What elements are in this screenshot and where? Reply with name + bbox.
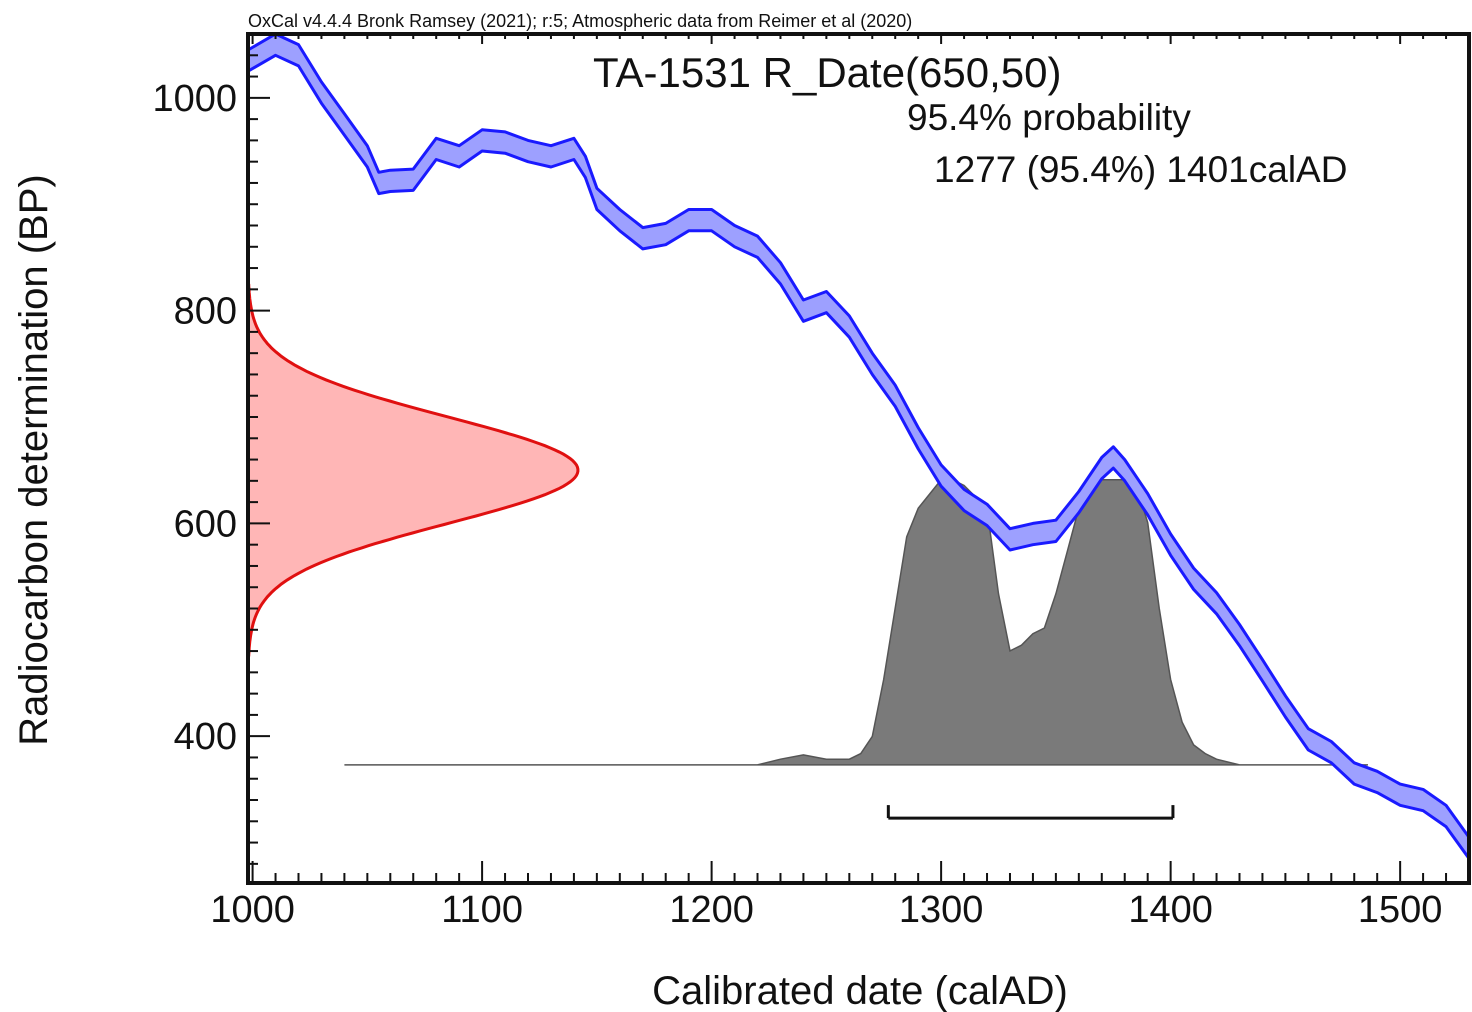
y-axis-title: Radiocarbon determination (BP) (12, 174, 56, 745)
range-label: 1277 (95.4%) 1401calAD (934, 149, 1347, 190)
radiocarbon-density-fill (248, 284, 578, 657)
axis-ticks: 1000 1100 1200 1300 1400 1500 400 600 800 1000 (152, 33, 1470, 931)
y-tick-label: 1000 (152, 78, 237, 120)
probability-label: 95.4% probability (907, 97, 1191, 138)
plot-frame (246, 32, 1471, 885)
plot-area (248, 34, 1469, 860)
calibration-upper-line (248, 34, 1469, 839)
x-tick-label: 1400 (1128, 889, 1213, 931)
range-bar (886, 805, 1175, 820)
x-tick-label: 1100 (441, 889, 523, 931)
x-tick-label: 1500 (1358, 889, 1443, 931)
y-tick-label: 800 (174, 291, 237, 333)
calibration-lower-line (248, 53, 1469, 860)
x-axis-title: Calibrated date (calAD) (652, 969, 1068, 1012)
chart-title: TA-1531 R_Date(650,50) (593, 49, 1061, 96)
header-caption: OxCal v4.4.4 Bronk Ramsey (2021); r:5; A… (248, 11, 912, 31)
x-tick-label: 1300 (899, 889, 984, 931)
chart-marks (248, 34, 1469, 860)
x-tick-label: 1000 (210, 889, 295, 931)
radiocarbon-density-line (248, 283, 580, 657)
calibrated-density (344, 479, 1368, 766)
x-tick-label: 1200 (669, 889, 754, 931)
y-tick-label: 400 (174, 716, 237, 758)
y-tick-label: 600 (174, 503, 237, 545)
